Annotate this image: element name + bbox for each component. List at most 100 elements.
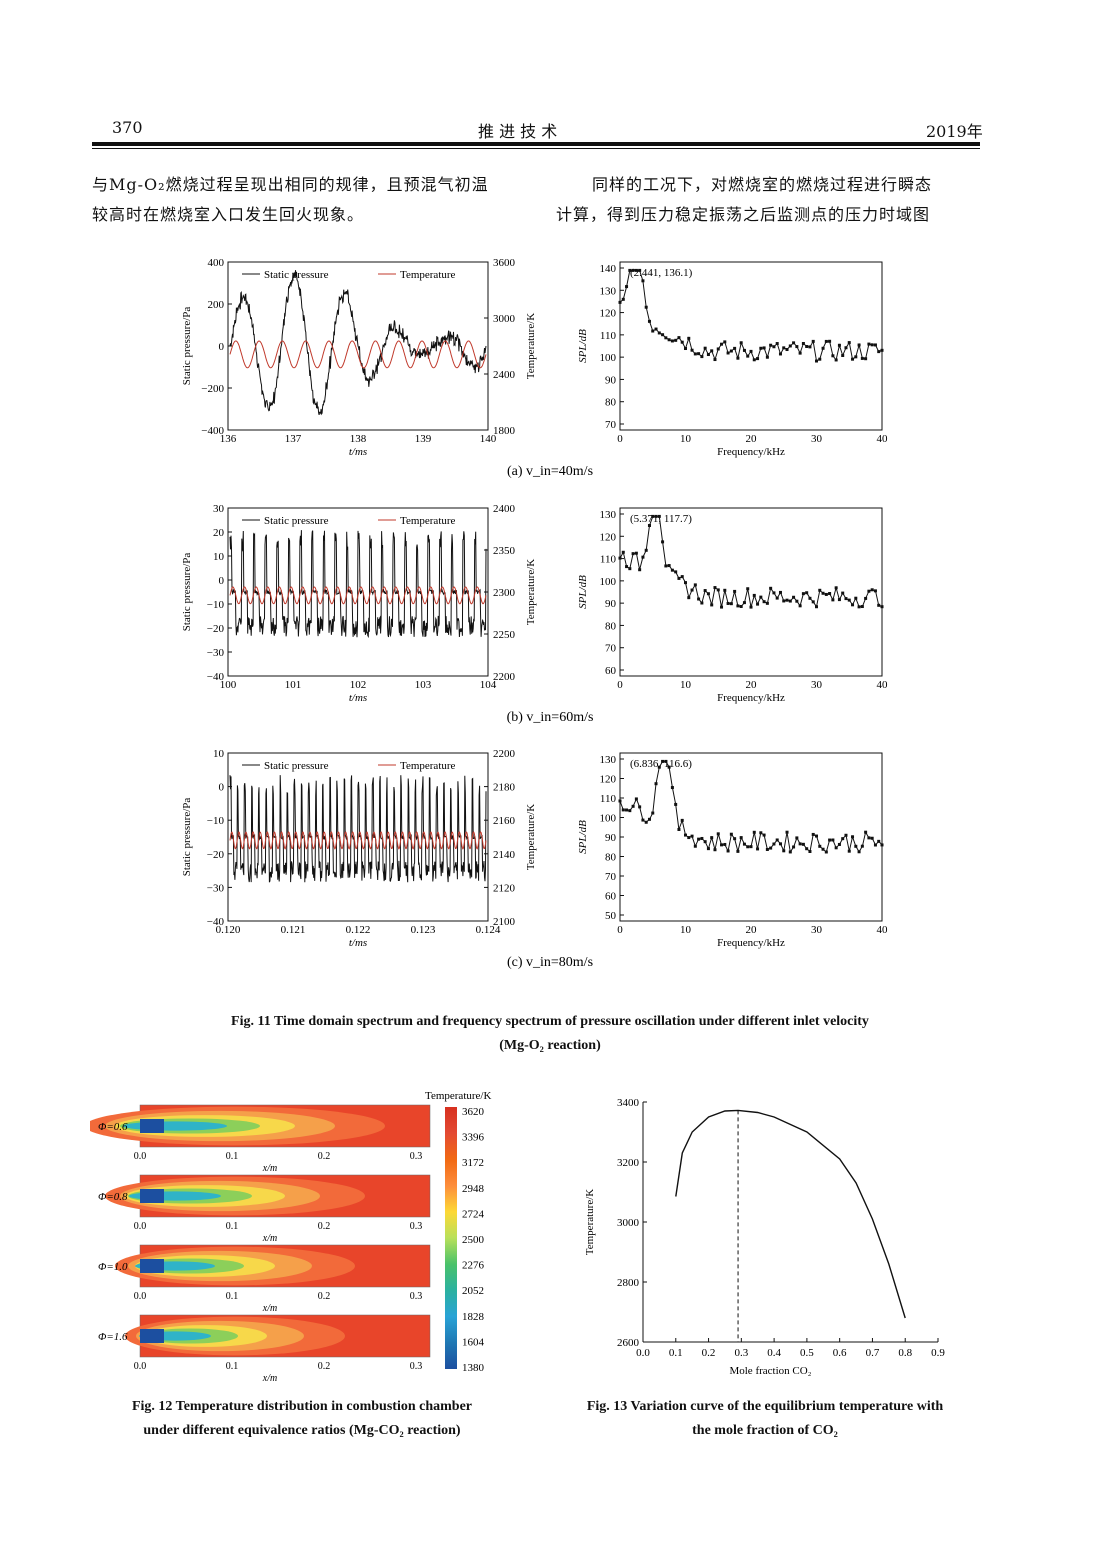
time-ytick-label: −40 (207, 916, 225, 928)
freq-xtick-label: 0 (617, 679, 623, 691)
freq-ytick-label: 50 (605, 910, 617, 922)
right-column-text: 同样的工况下，对燃烧室的燃烧过程进行瞬态 计算，得到压力稳定振荡之后监测点的压力… (556, 170, 986, 230)
freq-xtick-label: 20 (746, 924, 758, 936)
contour-band (123, 1121, 227, 1131)
x-tick-label: 0.0 (134, 1291, 147, 1302)
x-tick-label: 0.0 (134, 1221, 147, 1232)
freq-plot-frame (619, 507, 883, 677)
time-ytick-label: −200 (201, 383, 224, 395)
freq-ytick-label: 80 (605, 620, 617, 632)
right-line-2: 计算，得到压力稳定振荡之后监测点的压力时域图 (556, 205, 931, 224)
time-ytick-label: −30 (207, 882, 225, 894)
time-y2tick-label: 2300 (493, 587, 516, 599)
freq-ytick-label: 70 (605, 871, 617, 883)
colorbar-tick-label: 1380 (462, 1362, 485, 1374)
time-xlabel: t/ms (349, 446, 367, 458)
legend-temperature-label: Temperature (400, 269, 456, 281)
freq-plot-frame (619, 752, 883, 922)
time-xtick-label: 102 (350, 679, 367, 691)
fig11-caption-line1: Fig. 11 Time domain spectrum and frequen… (231, 1014, 869, 1029)
fig13-caption-line1: Fig. 13 Variation curve of the equilibri… (586, 1399, 944, 1414)
x-axis-label: x/m (262, 1163, 277, 1174)
time-y2tick-label: 1800 (493, 425, 516, 437)
x-axis-label: Mole fraction CO₂ (729, 1365, 811, 1377)
freq-xlabel: Frequency/kHz (717, 937, 785, 949)
x-tick-label: 0.1 (226, 1361, 239, 1372)
time-ytick-label: −40 (207, 671, 225, 683)
x-tick-label: 0.3 (734, 1347, 748, 1359)
time-y2tick-label: 3600 (493, 257, 516, 269)
freq-ytick-label: 110 (600, 330, 617, 342)
freq-ylabel: SPL/dB (577, 329, 589, 363)
spectrum-point (618, 799, 622, 803)
freq-plot-frame (619, 261, 883, 431)
freq-xlabel: Frequency/kHz (717, 692, 785, 704)
freq-ytick-label: 80 (605, 852, 617, 864)
time-ylabel: Static pressure/Pa (181, 553, 193, 632)
time-xtick-label: 139 (415, 433, 432, 445)
time-y2tick-label: 2120 (493, 882, 516, 894)
time-y2tick-label: 2400 (493, 369, 516, 381)
x-tick-label: 0.5 (800, 1347, 814, 1359)
x-tick-label: 0.0 (134, 1151, 147, 1162)
time-ylabel: Static pressure/Pa (181, 307, 193, 386)
freq-ytick-label: 130 (600, 509, 617, 521)
time-ytick-label: 400 (208, 257, 225, 269)
freq-xtick-label: 0 (617, 433, 623, 445)
x-tick-label: 0.1 (226, 1291, 239, 1302)
left-line-1: 与Mg-O₂燃烧过程呈现出相同的规律，且预混气初温 (92, 175, 489, 194)
inlet-jet (140, 1329, 164, 1343)
time-ytick-label: 0 (219, 341, 225, 353)
x-tick-label: 0.2 (318, 1291, 331, 1302)
phi-label: Φ=1.6 (98, 1331, 128, 1343)
time-ytick-label: 0 (219, 782, 225, 794)
freq-ytick-label: 120 (600, 531, 617, 543)
freq-ytick-label: 100 (600, 576, 617, 588)
freq-xlabel: Frequency/kHz (717, 446, 785, 458)
peak-label: (2.441, 136.1) (630, 267, 693, 279)
colorbar-tick-label: 3172 (462, 1157, 484, 1169)
fig11-caption-line2: (Mg-O₂ reaction) (499, 1038, 601, 1053)
freq-xtick-label: 40 (877, 924, 889, 936)
time-y2tick-label: 2200 (493, 748, 516, 760)
time-y2label: Temperature/K (525, 313, 537, 379)
time-y2label: Temperature/K (525, 804, 537, 870)
peak-label: (5.371, 117.7) (630, 513, 692, 525)
freq-ytick-label: 110 (600, 554, 617, 566)
colorbar-tick-label: 2724 (462, 1208, 485, 1220)
header-rule-thick (92, 142, 980, 146)
time-y2tick-label: 2350 (493, 545, 516, 557)
x-tick-label: 0.2 (702, 1347, 716, 1359)
x-tick-label: 0.0 (134, 1361, 147, 1372)
x-axis-label: x/m (262, 1373, 277, 1384)
colorbar (445, 1107, 457, 1369)
freq-ytick-label: 120 (600, 774, 617, 786)
spectrum-point (880, 843, 884, 847)
time-xtick-label: 136 (220, 433, 237, 445)
time-xtick-label: 103 (415, 679, 432, 691)
time-y2tick-label: 2100 (493, 916, 516, 928)
x-tick-label: 0.9 (931, 1347, 945, 1359)
time-plot-frame (227, 752, 489, 922)
time-xtick-label: 100 (220, 679, 237, 691)
x-tick-label: 0.3 (410, 1221, 423, 1232)
legend-pressure-label: Static pressure (264, 760, 329, 772)
time-xtick-label: 138 (350, 433, 367, 445)
x-tick-label: 0.4 (767, 1347, 781, 1359)
figure-12: Φ=0.6 0.0 0.1 0.2 0.3 x/m Φ=0.8 0.0 0.1 0.2 0.3 x/m… (90, 1090, 491, 1384)
time-ytick-label: 20 (213, 527, 225, 539)
y-axis-label: Temperature/K (584, 1189, 596, 1255)
x-tick-label: 0.1 (226, 1221, 239, 1232)
time-y2tick-label: 3000 (493, 313, 516, 325)
time-ytick-label: 200 (208, 299, 225, 311)
inlet-jet (140, 1119, 164, 1133)
time-xtick-label: 104 (480, 679, 497, 691)
time-xtick-label: 140 (480, 433, 497, 445)
subfigure-label: (b) v_in=60m/s (507, 710, 594, 725)
time-ytick-label: −10 (207, 599, 225, 611)
colorbar-tick-label: 3620 (462, 1106, 485, 1118)
colorbar-tick-label: 1828 (462, 1311, 485, 1323)
time-y2tick-label: 2180 (493, 782, 516, 794)
freq-ytick-label: 100 (600, 813, 617, 825)
